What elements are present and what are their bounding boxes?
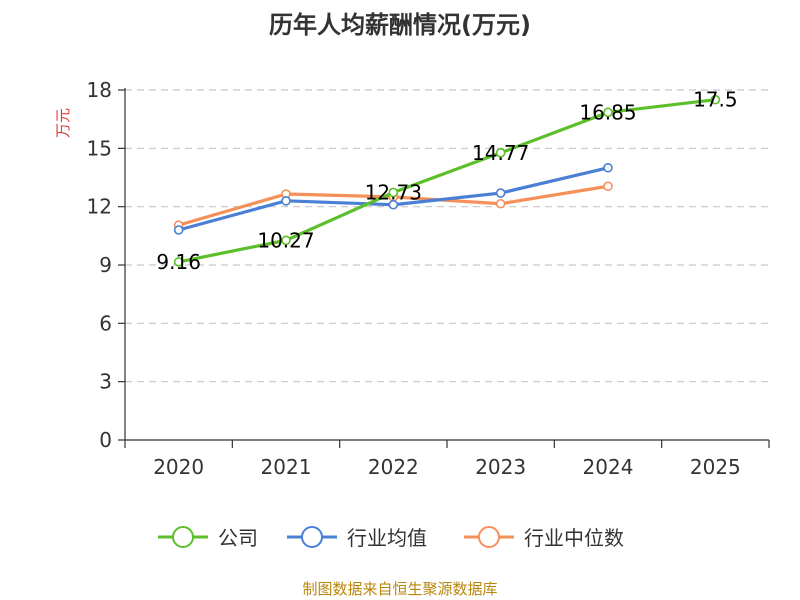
data-source-note: 制图数据来自恒生聚源数据库 bbox=[302, 580, 497, 598]
chart-title: 历年人均薪酬情况(万元) bbox=[269, 11, 531, 39]
y-tick-label: 0 bbox=[99, 428, 112, 452]
data-label-2025: 17.5 bbox=[693, 88, 738, 112]
series-0-point-2021 bbox=[281, 235, 291, 246]
series-0-point-2023 bbox=[495, 148, 506, 158]
data-label-2021: 10.27 bbox=[257, 228, 314, 252]
series-0-point-2024 bbox=[603, 107, 613, 118]
y-tick-label: 6 bbox=[99, 311, 112, 335]
legend-item-2[interactable]: 行业中位数 bbox=[464, 526, 624, 550]
series-1-point-2024 bbox=[603, 162, 613, 173]
legend-label: 公司 bbox=[218, 526, 258, 550]
series-2-point-2024 bbox=[603, 181, 613, 192]
series-2-point-2023 bbox=[495, 198, 506, 209]
data-label-2023: 14.77 bbox=[472, 141, 529, 165]
x-tick-label-2021: 2021 bbox=[261, 455, 312, 479]
series-1-point-2023 bbox=[495, 188, 506, 198]
legend[interactable]: 公司 行业均值 行业中位数 bbox=[158, 526, 624, 550]
legend-item-1[interactable]: 行业均值 bbox=[287, 526, 427, 550]
data-label-2020: 9.16 bbox=[156, 250, 201, 274]
x-tick-label-2023: 2023 bbox=[475, 455, 526, 479]
series-1-point-2021 bbox=[281, 196, 291, 206]
legend-item-0[interactable]: 公司 bbox=[158, 526, 258, 550]
y-tick-label: 15 bbox=[87, 136, 112, 160]
series-1-point-2020 bbox=[173, 225, 184, 235]
y-tick-label: 9 bbox=[99, 253, 112, 277]
legend-label: 行业均值 bbox=[347, 526, 427, 550]
x-tick-label-2024: 2024 bbox=[583, 455, 634, 479]
legend-swatch-marker bbox=[172, 526, 194, 548]
gridlines bbox=[125, 89, 769, 383]
y-tick-label: 18 bbox=[87, 78, 112, 102]
x-tick-label-2020: 2020 bbox=[153, 455, 204, 479]
x-tick-label-2022: 2022 bbox=[368, 455, 419, 479]
legend-swatch-marker bbox=[301, 526, 323, 548]
series-layer bbox=[173, 94, 721, 267]
data-label-2024: 16.85 bbox=[579, 100, 636, 124]
data-labels: 9.16 10.27 12.73 14.77 16.85 17.5 bbox=[156, 88, 737, 274]
x-tick-label-2025: 2025 bbox=[690, 455, 741, 479]
series-0-point-2022 bbox=[388, 187, 399, 198]
y-tick-label: 3 bbox=[99, 370, 112, 394]
data-label-2022: 12.73 bbox=[365, 180, 422, 204]
y-tick-label: 12 bbox=[87, 195, 112, 219]
series-1-point-2022 bbox=[388, 199, 399, 210]
legend-swatch-marker bbox=[478, 526, 500, 548]
axes: 0 3 6 9 12 15 18 2020 2021 2022 2023 2024 2025 bbox=[87, 78, 770, 479]
series-0-point-2025 bbox=[710, 94, 721, 105]
legend-label: 行业中位数 bbox=[524, 526, 624, 550]
y-axis-unit-label: 万元 bbox=[54, 108, 72, 138]
series-0-point-2020 bbox=[173, 257, 184, 267]
series-line-0 bbox=[178, 98, 716, 264]
